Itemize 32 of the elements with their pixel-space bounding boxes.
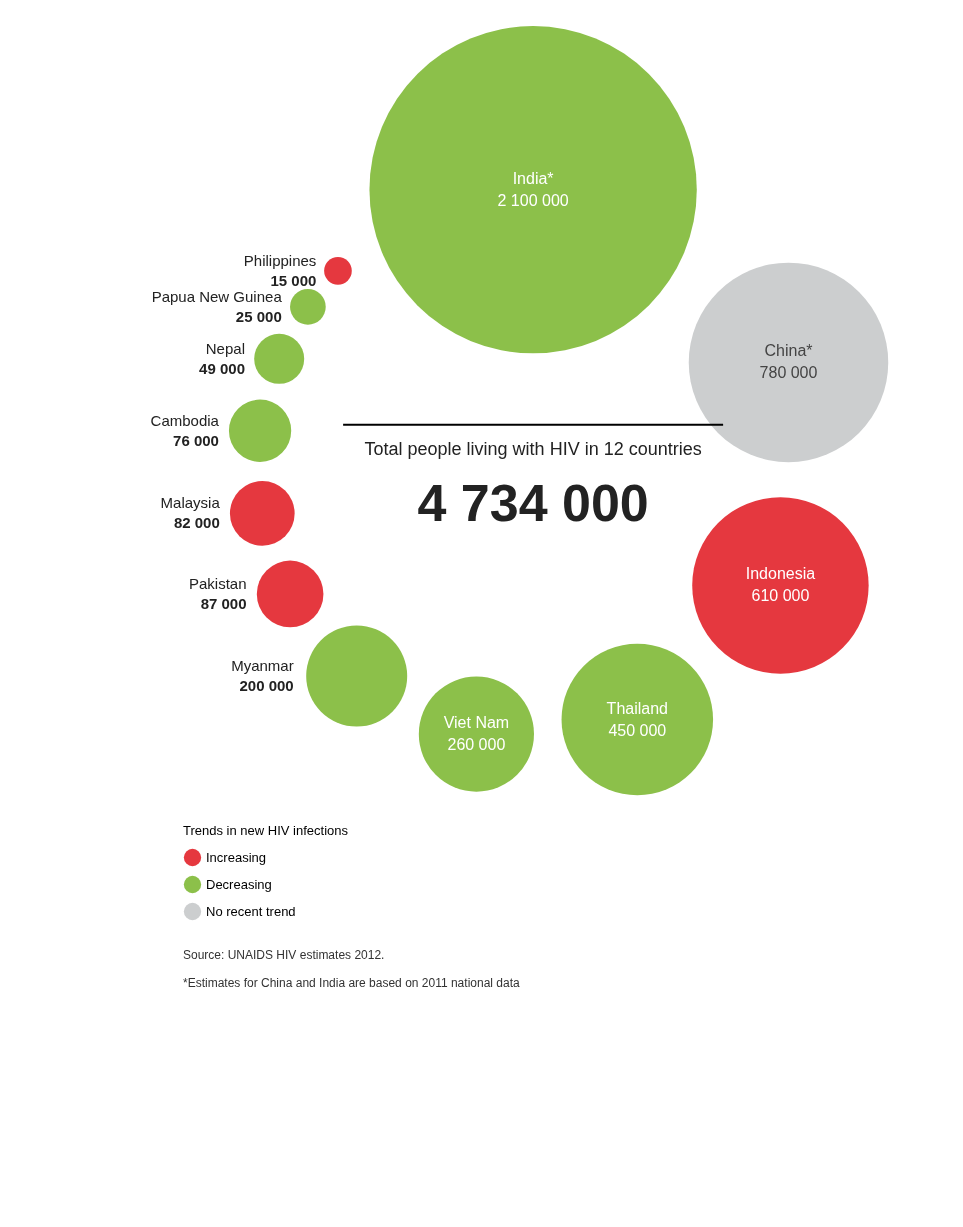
- data-label: 25 000: [235, 307, 282, 325]
- data-label: 610 000: [751, 587, 810, 605]
- data-label: 450 000: [608, 721, 667, 739]
- text: 4 734 000: [417, 473, 649, 532]
- data-label: 200 000: [239, 676, 294, 694]
- category-label: Malaysia: [160, 494, 221, 512]
- text: *Estimates for China and India are based on 2011 national data: [183, 976, 520, 990]
- data-label: 2 100 000: [497, 191, 569, 209]
- category-label: Thailand: [606, 699, 668, 717]
- data-label: 82 000: [173, 514, 220, 532]
- legend-label: Decreasing: [206, 876, 272, 892]
- legend-label: Increasing: [206, 849, 266, 865]
- source-note: Source: UNAIDS HIV estimates 2012.: [183, 948, 385, 962]
- data-label: 15 000: [270, 271, 317, 289]
- category-label: China*: [764, 342, 813, 360]
- legend-label: No recent trend: [206, 903, 296, 919]
- data-label: 76 000: [173, 431, 219, 449]
- legend-title: Trends in new HIV infections: [183, 823, 349, 838]
- data-label: 49 000: [199, 359, 245, 377]
- text: Total people living with HIV in 12 countries: [364, 438, 702, 459]
- data-label: 260 000: [447, 736, 506, 754]
- category-label: Philippines: [243, 251, 317, 269]
- data-label: 87 000: [200, 594, 247, 612]
- category-label: Indonesia: [745, 565, 816, 583]
- category-label: Viet Nam: [443, 714, 510, 732]
- category-label: Myanmar: [231, 656, 294, 674]
- category-label: India*: [512, 169, 554, 187]
- category-label: Nepal: [205, 339, 245, 357]
- category-label: Cambodia: [150, 411, 220, 429]
- category-label: Pakistan: [188, 574, 247, 592]
- category-label: Papua New Guinea: [151, 287, 283, 305]
- data-label: 780 000: [759, 364, 818, 382]
